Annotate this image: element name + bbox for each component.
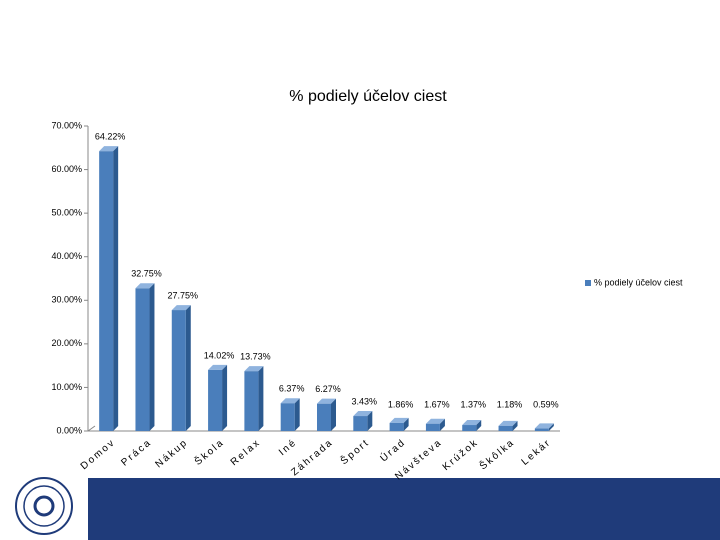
x-tick-label: Škola [192, 435, 227, 467]
bar-side [512, 420, 518, 431]
bar-top [280, 398, 300, 404]
y-tick-label: 30.00% [51, 295, 82, 305]
bar [208, 369, 223, 431]
bar [389, 422, 404, 431]
bar-side [222, 364, 228, 431]
data-label: 27.75% [168, 290, 199, 300]
y-tick-label: 50.00% [51, 208, 82, 218]
y-tick-label: 40.00% [51, 251, 82, 261]
bar [534, 428, 549, 431]
footer-band [0, 478, 720, 540]
y-tick-label: 0.00% [56, 425, 82, 435]
x-tick-label: Nákup [154, 437, 191, 470]
data-label: 3.43% [352, 396, 378, 406]
data-label: 13.73% [240, 352, 271, 362]
bar-side [403, 417, 409, 431]
x-tick-label: Relax [229, 437, 263, 468]
bar-side [185, 305, 191, 431]
x-tick-label: Práca [119, 437, 154, 469]
bar [171, 310, 186, 431]
y-tick-label: 20.00% [51, 338, 82, 348]
bar-top [425, 418, 445, 424]
x-tick-label: Iné [277, 437, 299, 458]
legend-label: % podiely účelov ciest [594, 277, 683, 287]
bar-top [534, 423, 554, 429]
data-label: 14.02% [204, 350, 235, 360]
data-label: 1.86% [388, 399, 414, 409]
bar [317, 403, 331, 431]
bar-side [294, 398, 300, 431]
bar-top [462, 420, 482, 426]
bar-top [135, 283, 155, 289]
bar [498, 425, 513, 431]
bar [135, 288, 150, 431]
y-tick-label: 10.00% [51, 382, 82, 392]
x-tick-label: Lekár [520, 437, 554, 468]
bar-side [439, 418, 445, 431]
bar-top [317, 398, 336, 404]
bar-top [171, 305, 191, 311]
bar [280, 403, 295, 431]
floor-edge [87, 425, 96, 432]
bar [462, 425, 477, 431]
bar [353, 416, 368, 431]
bar-side [331, 398, 336, 431]
bar-side [476, 420, 482, 431]
bar-top [389, 417, 409, 423]
data-label: 0.59% [533, 399, 559, 409]
data-label: 1.37% [460, 399, 486, 409]
data-label: 1.67% [424, 399, 450, 409]
bar-side [113, 146, 119, 432]
data-label: 64.22% [95, 132, 126, 142]
logo-area [0, 478, 88, 540]
x-tick-label: Škôlka [477, 435, 518, 472]
bar-side [548, 423, 554, 431]
x-tick-label: Úrad [377, 435, 408, 464]
data-label: 32.75% [131, 269, 162, 279]
bar-top [353, 411, 373, 417]
bar-top [99, 146, 119, 152]
bar [425, 423, 440, 431]
bar-top [244, 366, 264, 372]
y-tick-label: 60.00% [51, 164, 82, 174]
bar-top [498, 420, 518, 426]
legend-marker [585, 280, 591, 286]
bar [244, 371, 259, 431]
bar-top [208, 364, 228, 370]
logo-seal [15, 477, 73, 535]
chart-title: % podiely účelov ciest [289, 88, 447, 105]
bar-side [258, 366, 264, 431]
y-tick-label: 70.00% [51, 120, 82, 130]
x-tick-label: Šport [338, 435, 372, 467]
data-label: 6.37% [279, 384, 305, 394]
x-tick-label: Krúžok [441, 437, 481, 473]
data-label: 6.27% [315, 384, 341, 394]
bar-side [367, 411, 373, 431]
bar-side [149, 283, 155, 431]
data-label: 1.18% [497, 399, 523, 409]
x-tick-label: Domov [79, 437, 118, 472]
bar [99, 151, 114, 432]
